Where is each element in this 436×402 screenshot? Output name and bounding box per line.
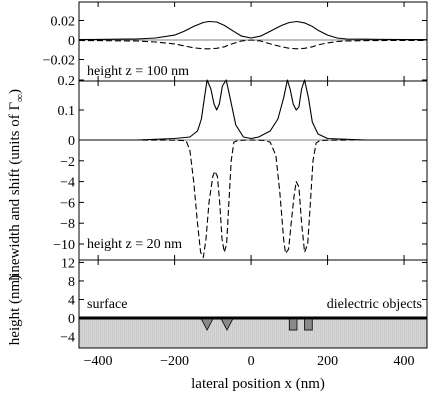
- x-tick-label: 200: [317, 354, 338, 369]
- y-tick-label: 0: [68, 34, 75, 49]
- y-tick-label: 0.02: [51, 15, 76, 30]
- series-line-solid: [79, 79, 427, 141]
- data-series: [78, 20, 427, 259]
- x-tick-label: 0: [248, 354, 255, 369]
- dielectric-object-rectangle: [288, 318, 298, 331]
- panel-frames: [78, 1, 428, 349]
- series-line-dashed: [79, 139, 427, 259]
- dielectric-objects: [79, 316, 427, 348]
- y-tick-label: −2: [60, 155, 75, 170]
- series-line-dashed: [78, 39, 427, 50]
- y-axis-label-top-close: ): [7, 89, 23, 94]
- y-axis-label-top-main: linewidth and shift (units of Γ: [7, 102, 23, 281]
- x-tick-label: 400: [394, 354, 415, 369]
- annotation-top: height z = 100 nm: [87, 64, 189, 79]
- x-tick-label: −400: [84, 354, 113, 369]
- dielectric-object-triangle: [220, 318, 234, 331]
- y-tick-label: −4: [60, 331, 75, 346]
- annotation-middle: height z = 20 nm: [87, 237, 182, 252]
- y-axis-label-top: linewidth and shift (units of Γ∞): [7, 89, 26, 281]
- x-axis-label: lateral position x (nm): [191, 376, 325, 392]
- substrate: [79, 318, 427, 348]
- y-tick-label: −10: [53, 238, 75, 253]
- y-axis-label-top-sub: ∞: [14, 94, 26, 102]
- label-surface: surface: [87, 297, 127, 312]
- y-tick-label: 0.1: [58, 104, 76, 119]
- series-line-solid: [78, 20, 427, 41]
- y-tick-label: −6: [60, 196, 75, 211]
- y-tick-label: 0: [68, 134, 75, 149]
- label-dielectric-objects: dielectric objects: [327, 297, 422, 312]
- panel-frame-2: [78, 259, 428, 349]
- y-tick-label: 0.2: [58, 74, 76, 89]
- dielectric-object-rectangle: [304, 318, 313, 331]
- dielectric-object-triangle: [200, 318, 214, 331]
- tick-labels: 0.02 0 −0.02 0.2 0.1 0 −2 −4 −6 −8 −10 12 8 4 0 −4 −400 −…: [43, 15, 415, 370]
- x-tick-label: −200: [160, 354, 189, 369]
- y-axis-label-bottom: height (nm): [7, 275, 23, 345]
- y-tick-label: 4: [68, 293, 75, 308]
- y-tick-label: −4: [60, 176, 75, 191]
- panel-frame-1: [78, 80, 428, 261]
- y-tick-label: 8: [68, 275, 75, 290]
- y-tick-label: −8: [60, 217, 75, 232]
- y-tick-label: −0.02: [43, 54, 75, 69]
- y-tick-label: 12: [61, 256, 75, 271]
- y-tick-label: 0: [68, 312, 75, 327]
